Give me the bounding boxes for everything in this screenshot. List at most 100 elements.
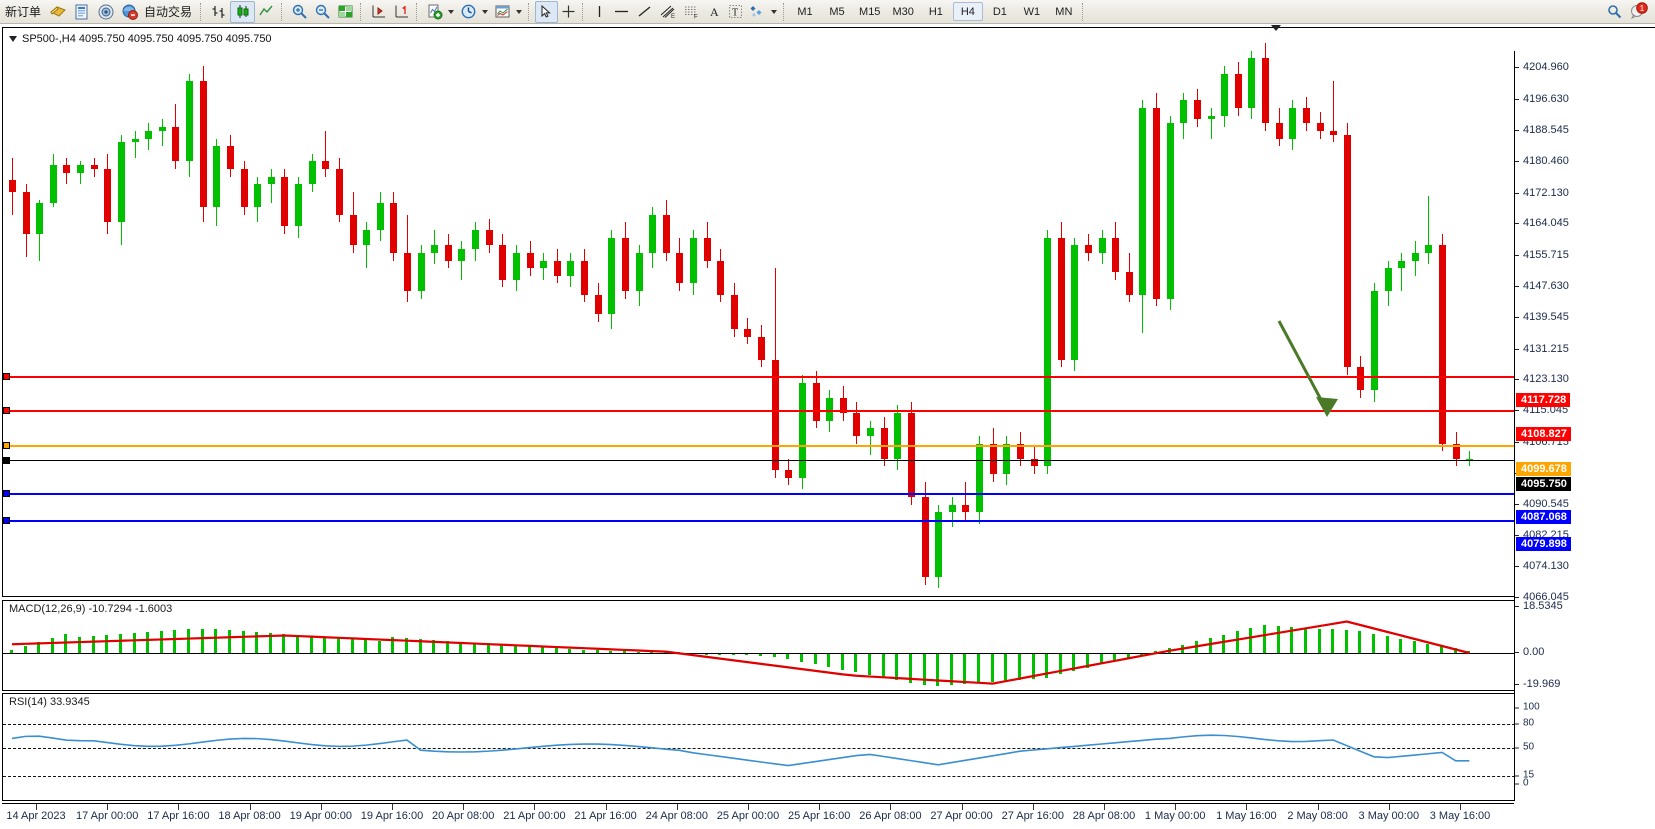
price-tag-support[interactable]: 4079.898: [1516, 537, 1571, 552]
svg-text:T: T: [732, 8, 738, 19]
macd-plot-area[interactable]: [3, 601, 1655, 690]
time-tick-label: 2 May 08:00: [1287, 810, 1348, 822]
zoom-out-button[interactable]: [311, 1, 334, 23]
period-button[interactable]: [457, 1, 491, 23]
timeframe-w1[interactable]: W1: [1023, 5, 1041, 18]
notification-button[interactable]: 1: [1626, 1, 1651, 23]
macd-histogram-bar: [582, 649, 586, 653]
price-tag-last-price[interactable]: 4095.750: [1516, 476, 1571, 491]
vertical-line-button[interactable]: [589, 1, 610, 23]
macd-pane[interactable]: MACD(12,26,9) -10.7294 -1.6003: [2, 600, 1655, 691]
candle-wick: [870, 420, 872, 455]
crosshair-button[interactable]: [558, 1, 579, 23]
chart-autoscroll-button[interactable]: [390, 1, 413, 23]
zoom-in-button[interactable]: [288, 1, 311, 23]
horizontal-line-button[interactable]: [610, 1, 633, 23]
macd-histogram-bar: [1412, 641, 1416, 653]
timeframe-h1[interactable]: H1: [928, 5, 943, 18]
navigator-icon-button[interactable]: [94, 1, 118, 23]
templates-button[interactable]: [491, 1, 525, 23]
price-axis[interactable]: 4204.960 4196.630 4188.545 4180.460 4172.130…: [1514, 51, 1655, 801]
candle-body: [976, 443, 984, 513]
candle-wick: [1401, 252, 1403, 292]
price-tag-pivot[interactable]: 4099.678: [1516, 461, 1571, 476]
chevron-down-icon[interactable]: [482, 9, 489, 14]
candle-body: [1098, 237, 1106, 253]
price-plot-area[interactable]: [3, 28, 1655, 596]
candle-body: [785, 470, 793, 478]
price-pane[interactable]: SP500-,H4 4095.750 4095.750 4095.750 409…: [2, 27, 1655, 597]
cursor-button[interactable]: [535, 0, 559, 23]
rsi-pane[interactable]: RSI(14) 33.9345: [2, 693, 1655, 801]
price-tick-label: 4066.045: [1515, 591, 1569, 603]
text-button[interactable]: T: [725, 1, 746, 23]
timeframe-m30[interactable]: M30: [892, 5, 914, 18]
timeframe-m1[interactable]: M1: [797, 5, 813, 18]
add-indicator-button[interactable]: [423, 1, 457, 23]
search-button[interactable]: [1603, 1, 1626, 23]
timeframe-m5[interactable]: M5: [829, 5, 845, 18]
macd-histogram-bar: [1372, 633, 1375, 653]
expert-advisor-icon-button[interactable]: [46, 1, 70, 23]
time-tick-label: 27 Apr 16:00: [1001, 810, 1064, 822]
pane-splitter-handle[interactable]: [1271, 25, 1281, 31]
macd-histogram-bar: [1249, 628, 1253, 653]
time-tick: [1388, 804, 1390, 810]
timeframe-mn[interactable]: MN: [1055, 5, 1073, 18]
macd-histogram-bar: [1399, 638, 1403, 653]
chevron-down-icon[interactable]: [9, 36, 17, 42]
candle-body: [880, 428, 888, 459]
chart-grid-button[interactable]: [334, 1, 357, 23]
time-axis[interactable]: 14 Apr 2023 17 Apr 00:00 17 Apr 16:00 18 Ap…: [2, 803, 1514, 827]
timeframe-h4[interactable]: H4: [952, 2, 983, 21]
candle-body: [553, 260, 561, 276]
new-order-button[interactable]: 新订单: [0, 1, 46, 23]
timeframe-d1[interactable]: D1: [992, 5, 1007, 18]
macd-histogram-bar: [282, 634, 286, 653]
shapes-button[interactable]: [746, 1, 780, 23]
autotrading-button[interactable]: 自动交易: [118, 1, 197, 23]
line-chart-button[interactable]: [255, 1, 278, 23]
candle-wick: [270, 169, 272, 204]
macd-histogram-bar: [1017, 653, 1021, 680]
candlestick-chart-button[interactable]: [230, 0, 256, 23]
macd-histogram-bar: [827, 653, 831, 667]
candle-body: [199, 81, 207, 208]
chart-shift-button[interactable]: [367, 1, 390, 23]
macd-histogram-bar: [1358, 631, 1362, 653]
trendline-button[interactable]: [633, 1, 656, 23]
add-indicator-icon: [428, 4, 443, 20]
candle-body: [1439, 245, 1447, 444]
market-watch-icon-button[interactable]: [70, 1, 94, 23]
candle-body: [608, 237, 616, 314]
rsi-overbought-line: [3, 724, 1655, 725]
candle-body: [717, 260, 725, 295]
text-label-button[interactable]: A: [704, 1, 725, 23]
macd-histogram-bar: [1208, 638, 1212, 653]
price-tag-support[interactable]: 4087.068: [1516, 509, 1571, 524]
chevron-down-icon[interactable]: [448, 9, 455, 14]
bearish-arrow-annotation[interactable]: [1269, 313, 1349, 433]
macd-histogram-bar: [391, 637, 395, 653]
macd-histogram-bar: [323, 637, 327, 653]
candle-body: [417, 252, 425, 292]
macd-histogram-bar: [350, 639, 354, 653]
fibonacci-button[interactable]: F: [680, 1, 704, 23]
trendline-icon: [638, 6, 651, 17]
chevron-down-icon[interactable]: [516, 9, 523, 14]
macd-histogram-bar: [78, 637, 82, 653]
chevron-down-icon[interactable]: [771, 9, 778, 14]
price-tick-label: 4172.130: [1515, 187, 1569, 199]
price-tag-resistance[interactable]: 4117.728: [1516, 392, 1571, 407]
price-tag-resistance[interactable]: 4108.827: [1516, 426, 1571, 441]
candle-body: [158, 127, 166, 131]
equidistant-channel-button[interactable]: E: [656, 1, 680, 23]
price-tick-label: 4090.545: [1515, 498, 1569, 510]
bar-chart-button[interactable]: [207, 1, 230, 23]
candle-body: [1125, 271, 1133, 295]
rsi-plot-area[interactable]: [3, 694, 1655, 800]
candle-wick: [1428, 195, 1430, 265]
rsi-line: [11, 734, 1470, 767]
macd-histogram-bar: [37, 641, 41, 653]
timeframe-m15[interactable]: M15: [859, 5, 881, 18]
